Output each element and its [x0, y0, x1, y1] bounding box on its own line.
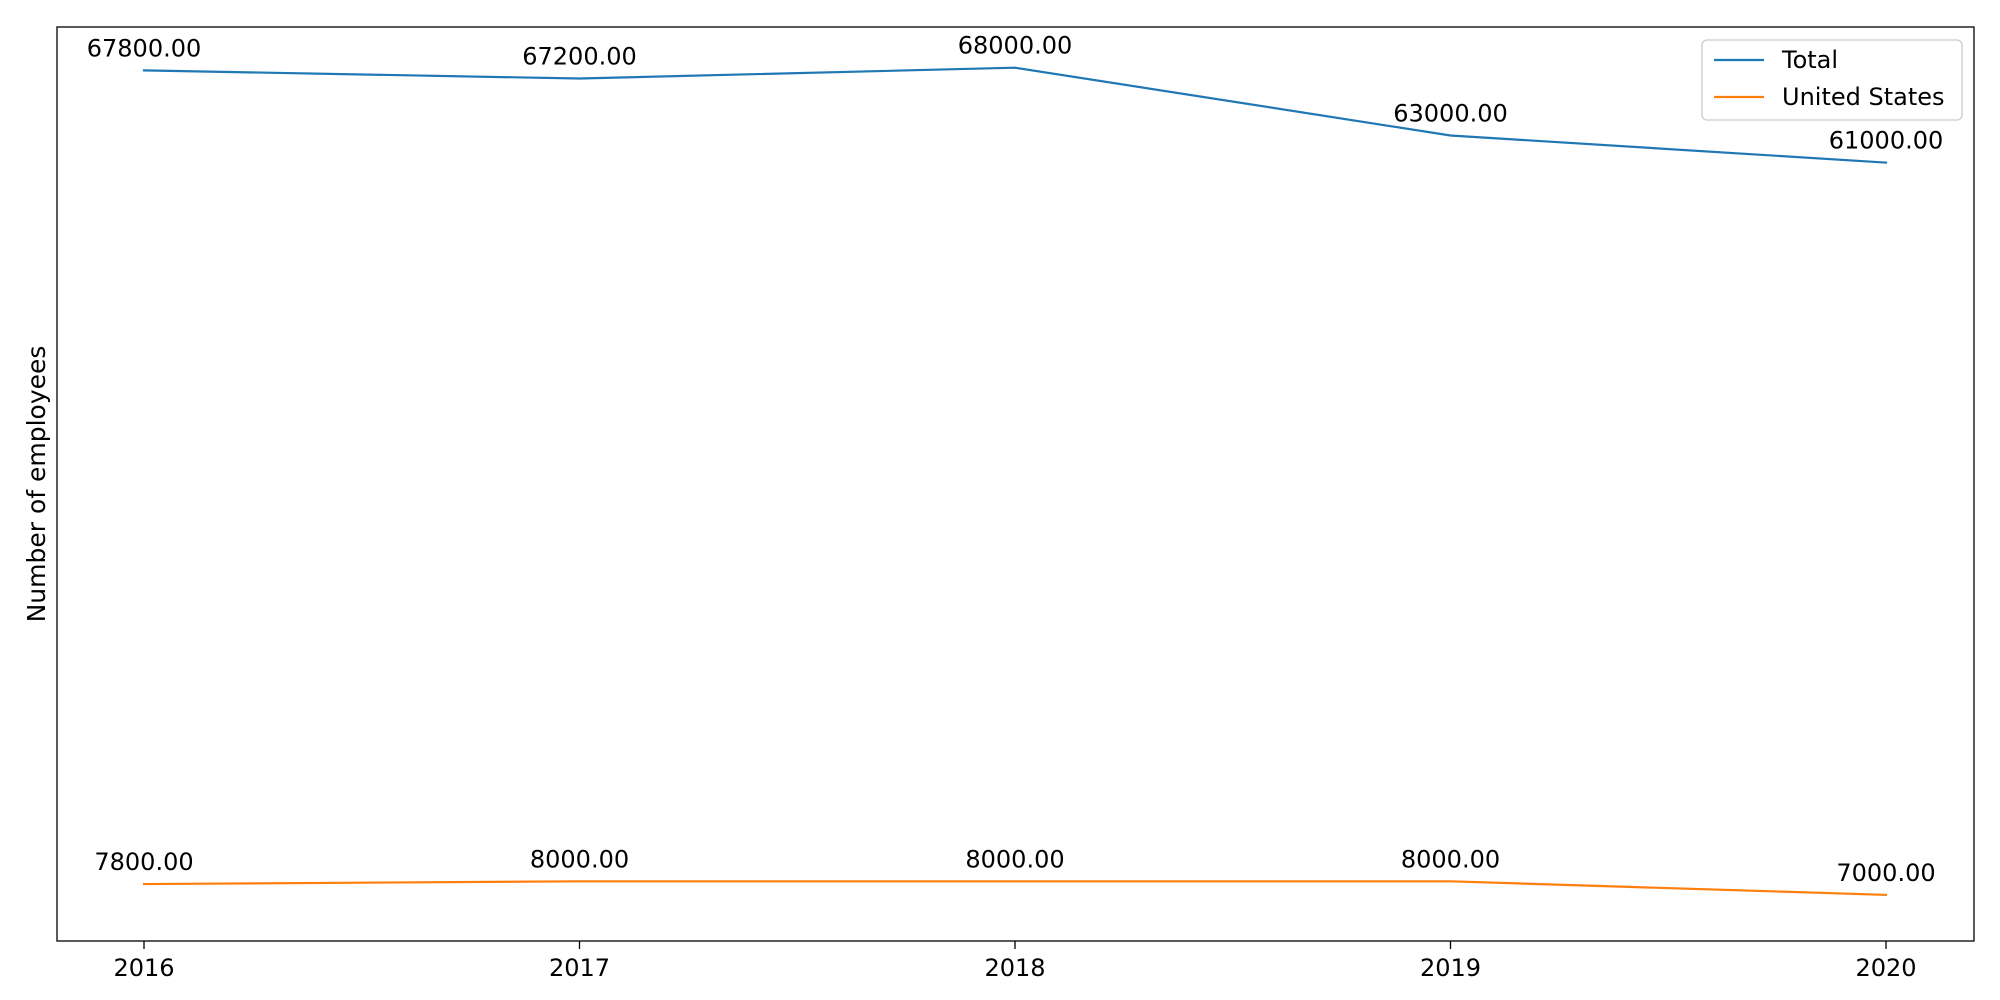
data-label: 68000.00 — [958, 32, 1073, 60]
data-label: 63000.00 — [1393, 99, 1508, 127]
x-tick-label: 2020 — [1855, 954, 1916, 982]
data-label: 61000.00 — [1829, 127, 1944, 155]
legend-box — [1701, 39, 1963, 121]
data-labels: 67800.00 67200.00 68000.00 63000.00 61000.00… — [87, 32, 1944, 887]
data-label: 67800.00 — [87, 34, 202, 62]
x-tick-label: 2019 — [1420, 954, 1481, 982]
legend-label: Total — [1781, 46, 1838, 74]
data-label: 67200.00 — [522, 43, 637, 71]
x-tick-label: 2017 — [549, 954, 610, 982]
legend: Total United States — [1701, 39, 1963, 121]
x-tick-label: 2018 — [984, 954, 1045, 982]
plot-frame — [56, 26, 1975, 942]
data-label: 7800.00 — [94, 848, 193, 876]
series-layer — [142, 66, 1888, 897]
x-axis: 2016 2017 2018 2019 2020 — [113, 941, 1917, 982]
series-line-0 — [142, 66, 1888, 164]
data-label: 8000.00 — [1401, 845, 1500, 873]
y-axis-label: Number of employees — [22, 346, 51, 623]
data-label: 7000.00 — [1836, 859, 1935, 887]
x-tick-label: 2016 — [113, 954, 174, 982]
data-label: 8000.00 — [530, 845, 629, 873]
data-label: 8000.00 — [965, 845, 1064, 873]
legend-label: United States — [1782, 83, 1945, 111]
series-line-1 — [142, 880, 1888, 897]
